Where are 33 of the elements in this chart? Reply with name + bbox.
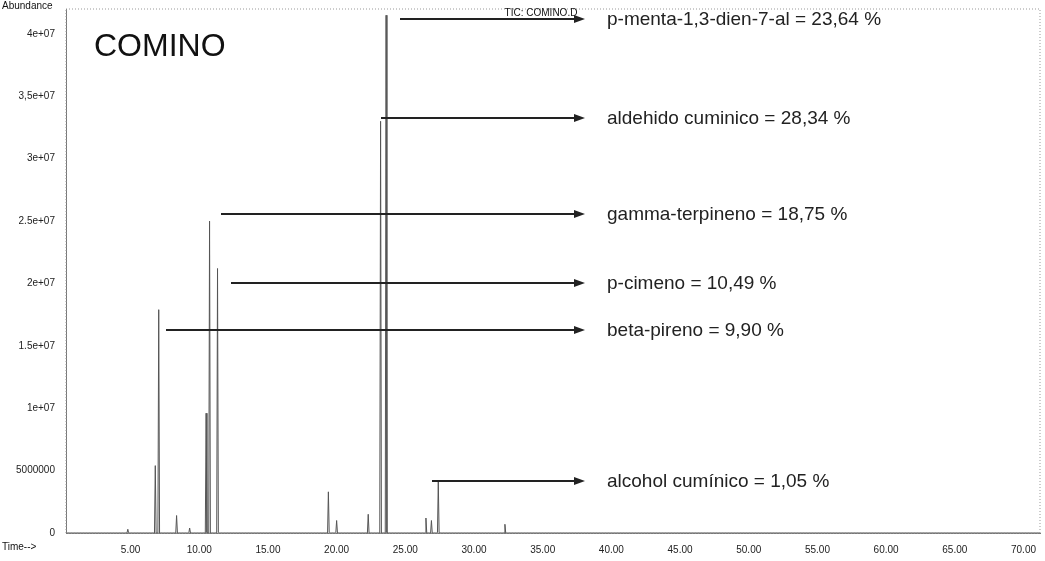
y-tick-label: 1.5e+07 xyxy=(18,339,56,351)
chart-subtitle: TIC: COMINO.D xyxy=(504,6,578,18)
x-tick-label: 20.00 xyxy=(324,543,350,555)
y-tick-label: 0 xyxy=(49,526,56,538)
y-tick-label: 5000000 xyxy=(16,464,56,476)
x-tick-label: 40.00 xyxy=(598,543,625,555)
x-axis-title: Time--> xyxy=(2,540,37,552)
annotation: alcohol cumínico = 1,05 % xyxy=(607,470,830,492)
annotation: gamma-terpineno = 18,75 % xyxy=(607,203,848,225)
y-tick-label: 1e+07 xyxy=(26,401,56,413)
annotation: aldehido cuminico = 28,34 % xyxy=(607,107,851,129)
text: COMINO xyxy=(94,26,226,63)
x-tick-label: 55.00 xyxy=(804,543,831,555)
annotation: p-cimeno = 10,49 % xyxy=(607,272,777,294)
x-tick-label: 15.00 xyxy=(255,543,281,555)
x-tick-label: 50.00 xyxy=(736,543,762,555)
x-tick-label: 45.00 xyxy=(667,543,694,555)
y-tick-label: 4e+07 xyxy=(26,27,56,39)
y-tick-label: 3e+07 xyxy=(26,152,56,164)
x-tick-label: 35.00 xyxy=(530,543,556,555)
annotation: beta-pireno = 9,90 % xyxy=(607,319,784,341)
x-tick-label: 30.00 xyxy=(461,543,487,555)
x-tick-label: 70.00 xyxy=(1011,543,1037,555)
y-tick-label: 3,5e+07 xyxy=(18,90,56,102)
x-tick-label: 5.00 xyxy=(120,543,141,555)
x-tick-label: 25.00 xyxy=(392,543,419,555)
y-tick-label: 2.5e+07 xyxy=(18,214,56,226)
annotation: p-menta-1,3-dien-7-al = 23,64 % xyxy=(607,8,882,30)
y-tick-label: 2e+07 xyxy=(26,277,56,289)
x-tick-label: 60.00 xyxy=(873,543,900,555)
x-tick-label: 10.00 xyxy=(186,543,213,555)
x-tick-label: 65.00 xyxy=(942,543,968,555)
y-axis-title: Abundance xyxy=(2,0,54,11)
